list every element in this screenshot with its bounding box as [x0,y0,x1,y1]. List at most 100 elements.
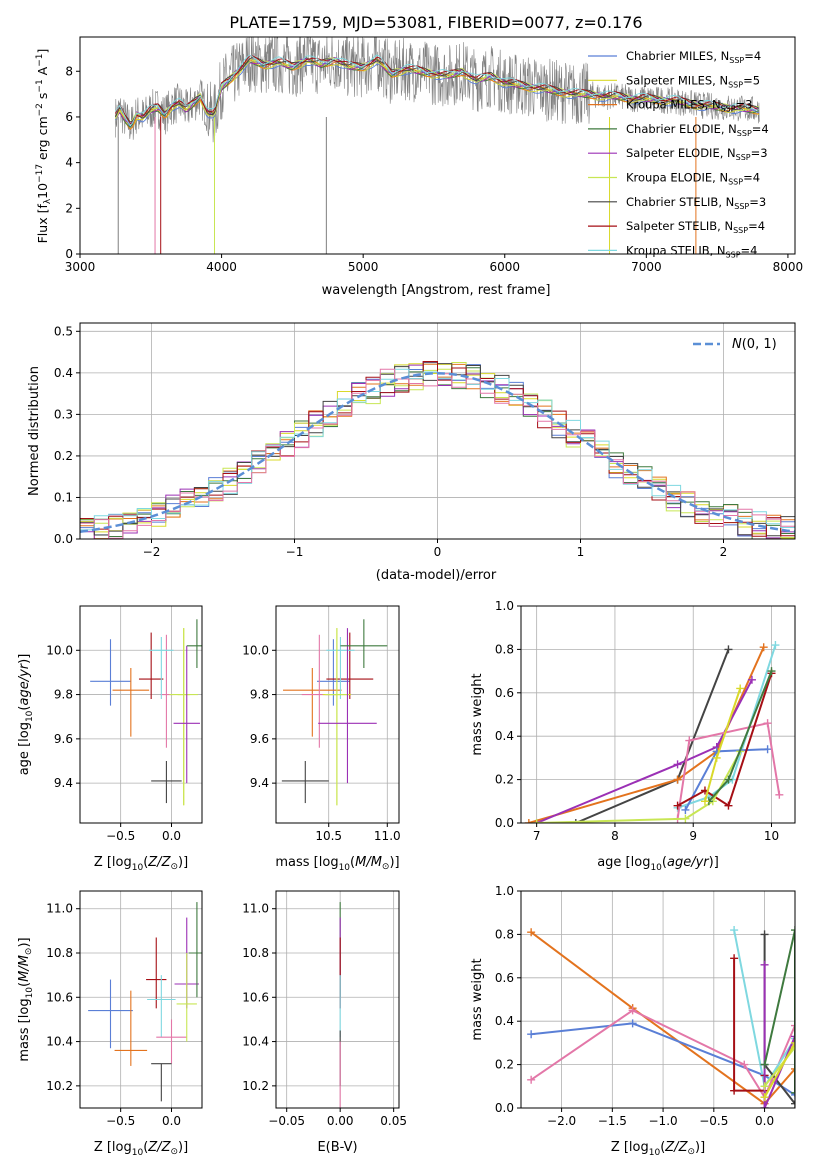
series-marker [740,1060,749,1069]
point-kroupa_miles [283,668,342,737]
y-axis-label: Flux [fλ10−17 erg cm−2 s−1 A−1] [35,49,53,244]
series-marker [532,819,541,823]
plot-area [527,926,795,1108]
label-part: )] [709,855,719,870]
series-marker [724,801,733,810]
model-salpeter_stelib [114,55,760,125]
legend: Chabrier MILES, NSSP=4 Salpeter MILES, NS… [588,49,769,259]
panels: 3000 4000 5000 6000 7000 8000 0 2 4 6 8 Chabrier MI… [17,36,803,1158]
series-marker [760,930,769,939]
point-kroupa_miles [114,990,148,1066]
model-salpeter_miles [115,59,760,130]
x-tick-label: 10.5 [315,829,342,843]
y-tick-label: 0.4 [495,1014,514,1028]
y-tick-label: 10.4 [46,1035,73,1049]
x-axis-label: Z [log10(Z/Z⊙)] [94,1140,188,1158]
y-tick-label: 0.2 [495,773,514,787]
label-part: ( [17,982,32,987]
y-label-sup: −1 [35,79,45,92]
series-marker [730,1086,739,1095]
x-axis-label: Z [log10(Z/Z⊙)] [611,1140,705,1158]
label-part: ( [143,855,148,870]
series-marker [771,641,780,650]
x-tick-label: −0.5 [106,1114,135,1128]
x-axis-label: age [log10(age/yr)] [597,855,719,873]
series-marker [628,1019,637,1028]
y-tick-label: 10.8 [46,946,73,960]
y-tick-label: 0.0 [495,1101,514,1115]
model-salpeter_elodie [115,56,760,125]
x-tick-label: 7000 [631,260,662,274]
point-chabrier_miles [88,979,133,1049]
legend-suffix: =4 [744,49,761,63]
point-kroupa_stelib [149,637,174,699]
legend-label: Chabrier MILES, NSSP=4 [626,49,761,65]
y-tick-label: 2 [65,201,73,215]
point-kroupa_elodie [169,628,198,806]
y-label-sup: −17 [35,164,45,183]
y-tick-label: 0.1 [54,490,73,504]
series-marker [736,684,745,693]
series-marker [791,1032,795,1041]
series-marker [763,719,772,728]
legend-label: Kroupa ELODIE, NSSP=4 [626,171,760,187]
series-marker [524,819,533,823]
point-kroupa_elodie [325,628,349,806]
series-marker [760,960,769,969]
x-axis-label: Z [log10(Z/Z⊙)] [94,855,188,873]
panel-mass_vs_ebv: −0.05 0.00 0.05 10.2 10.4 10.6 10.8 11.0 E(B-V) [242,890,407,1155]
legend-label: Salpeter MILES, NSSP=5 [626,73,760,89]
legend-subscript: SSP [729,56,744,65]
point-salpeter_elodie [318,628,377,784]
y-axis-label: mass weight [470,958,485,1040]
point-salpeter_elodie [173,645,200,784]
plot-area [88,902,202,1102]
x-tick-label: 9 [689,829,697,843]
panel-spectrum: 3000 4000 5000 6000 7000 8000 0 2 4 6 8 Chabrier MI… [35,36,803,298]
series-salpeter_stelib [677,672,773,808]
plot-area [281,619,388,806]
label-part: ( [143,1140,148,1155]
y-tick-label: 0.4 [54,366,73,380]
y-tick-label: 9.8 [54,688,73,702]
legend-suffix: =3 [736,98,753,112]
x-tick-label: 8 [611,829,619,843]
legend-subscript: SSP [737,129,752,138]
point-salpeter_stelib [326,632,374,699]
y-tick-label: 9.4 [250,776,269,790]
point-chabrier_elodie [340,619,388,668]
y-tick-label: 1.0 [495,599,514,613]
legend-subscript: SSP [733,226,748,235]
label-part: ( [660,1140,665,1155]
label-part: M/M [17,955,32,982]
legend-subscript: SSP [728,80,743,89]
x-tick-label: −1.0 [649,1114,678,1128]
series-marker [791,1099,795,1108]
x-tick-label: 0.0 [162,1114,181,1128]
label-part: ⊙ [687,1147,695,1157]
y-tick-label: 4 [65,156,73,170]
plot-area [90,619,202,806]
axes-frame [79,322,796,540]
axes-frame [520,890,796,1109]
y-tick-label: 9.6 [250,732,269,746]
legend-suffix: =4 [741,243,758,257]
series-marker [775,790,784,799]
y-tick-label: 0.0 [495,816,514,830]
legend-suffix: =4 [743,171,760,185]
label-part: )] [389,855,399,870]
y-tick-label: 10.0 [46,643,73,657]
label-part: Z [log [611,1140,649,1155]
point-kroupa_miles [112,668,150,737]
x-axis-label: mass [log10(M/M⊙)] [275,855,399,873]
x-tick-label: 0.05 [380,1114,407,1128]
axes-frame [275,890,400,1109]
series-marker [673,801,682,810]
label-part: age/yr [667,855,710,870]
point-kroupa_stelib [326,637,355,699]
x-tick-label: −0.5 [699,1114,728,1128]
series-marker [685,736,694,745]
legend-subscript: SSP [726,250,741,259]
x-tick-label: 0.00 [327,1114,354,1128]
